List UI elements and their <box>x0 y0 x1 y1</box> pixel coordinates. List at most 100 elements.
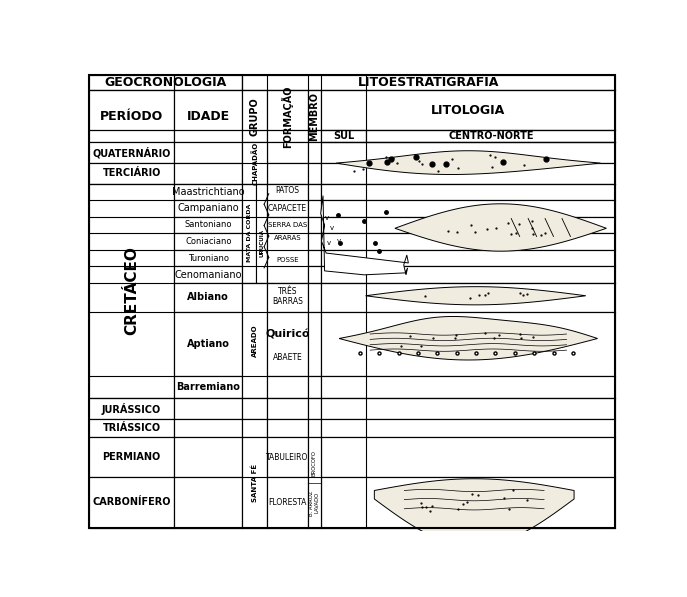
Bar <box>89 419 174 438</box>
Text: ABAETE: ABAETE <box>273 353 302 362</box>
Bar <box>322 250 615 266</box>
Text: QUATERNÁRIO: QUATERNÁRIO <box>93 147 171 159</box>
Bar <box>308 266 322 283</box>
Bar <box>174 143 243 163</box>
Bar <box>308 419 322 438</box>
Bar <box>174 250 243 266</box>
Bar <box>267 312 308 376</box>
Bar <box>267 163 308 184</box>
Bar <box>243 398 267 419</box>
Text: BROCOFO: BROCOFO <box>312 450 317 476</box>
Text: CHAPADÃO: CHAPADÃO <box>251 141 258 184</box>
Bar <box>322 233 615 250</box>
Text: AREADO: AREADO <box>252 324 258 357</box>
Bar <box>243 419 267 438</box>
Text: Aptiano: Aptiano <box>187 338 229 349</box>
Bar <box>243 143 267 163</box>
Bar <box>89 476 174 528</box>
Bar <box>267 283 308 312</box>
Bar <box>322 376 615 398</box>
Bar <box>174 200 243 217</box>
Bar <box>267 184 308 217</box>
Bar <box>89 184 174 398</box>
Text: B. ARROZ
LAVADO: B. ARROZ LAVADO <box>309 490 320 516</box>
Bar <box>308 312 322 376</box>
Bar <box>174 184 243 200</box>
Polygon shape <box>365 287 586 305</box>
Text: v: v <box>337 238 341 244</box>
Bar <box>256 184 267 283</box>
Text: MATA DA CORDA: MATA DA CORDA <box>247 204 252 263</box>
Bar <box>267 217 308 283</box>
Bar <box>174 283 243 312</box>
Text: v: v <box>327 240 331 246</box>
Bar <box>308 250 322 266</box>
Text: PATOS: PATOS <box>275 186 300 195</box>
Polygon shape <box>321 196 408 275</box>
Polygon shape <box>339 316 598 360</box>
Text: IDADE: IDADE <box>187 110 230 123</box>
Text: FORMAÇÃO: FORMAÇÃO <box>282 85 293 147</box>
Text: Campaniano: Campaniano <box>177 204 239 214</box>
Polygon shape <box>395 204 607 251</box>
Text: SERRA DAS: SERRA DAS <box>268 222 307 228</box>
Bar <box>174 438 243 476</box>
Bar <box>267 476 308 528</box>
Bar <box>243 283 267 398</box>
Bar <box>174 266 243 283</box>
Text: Quiricó: Quiricó <box>265 329 310 339</box>
Text: CARBONÍFERO: CARBONÍFERO <box>92 497 171 507</box>
Bar <box>174 217 243 233</box>
Bar <box>308 438 322 528</box>
Bar <box>322 438 615 476</box>
Bar <box>243 143 267 184</box>
Text: CENTRO-NORTE: CENTRO-NORTE <box>448 131 534 141</box>
Text: FLORESTA: FLORESTA <box>268 498 306 507</box>
Bar <box>308 90 322 143</box>
Bar <box>89 75 243 90</box>
Bar <box>322 217 615 233</box>
Bar <box>308 398 322 419</box>
Text: PERÍODO: PERÍODO <box>100 110 164 123</box>
Polygon shape <box>374 479 574 546</box>
Bar <box>322 184 615 200</box>
Bar <box>308 217 322 233</box>
Bar <box>174 419 243 438</box>
Bar <box>174 163 243 184</box>
Text: PERMIANO: PERMIANO <box>102 452 161 462</box>
Text: GRUPO: GRUPO <box>250 97 260 136</box>
Bar <box>322 419 615 438</box>
Bar <box>322 266 615 283</box>
Bar <box>267 376 308 398</box>
Bar <box>267 90 308 143</box>
Bar <box>322 398 615 419</box>
Bar <box>89 163 174 184</box>
Bar <box>267 438 308 476</box>
Bar <box>308 163 322 184</box>
Bar <box>308 200 322 217</box>
Bar <box>322 130 366 143</box>
Bar <box>308 233 322 250</box>
Bar <box>322 143 615 163</box>
Text: TERCIÁRIO: TERCIÁRIO <box>102 168 161 179</box>
Bar <box>243 438 267 528</box>
Bar <box>322 312 615 376</box>
Text: POSSE: POSSE <box>276 257 299 263</box>
Text: v: v <box>325 216 329 221</box>
Text: CAPACETE: CAPACETE <box>268 204 307 213</box>
Bar <box>322 163 615 184</box>
Polygon shape <box>336 151 600 174</box>
Bar <box>174 90 243 143</box>
Bar <box>174 376 243 398</box>
Bar <box>322 283 615 312</box>
Text: LITOLOGIA: LITOLOGIA <box>431 104 506 116</box>
Bar <box>174 233 243 250</box>
Text: Cenomaniano: Cenomaniano <box>174 269 242 279</box>
Bar <box>267 419 308 438</box>
Bar <box>243 184 256 283</box>
Text: Coniaciano: Coniaciano <box>185 237 232 246</box>
Bar <box>89 398 174 419</box>
Bar <box>366 130 615 143</box>
Bar <box>308 376 322 398</box>
Text: TABULEIRO: TABULEIRO <box>266 453 308 461</box>
